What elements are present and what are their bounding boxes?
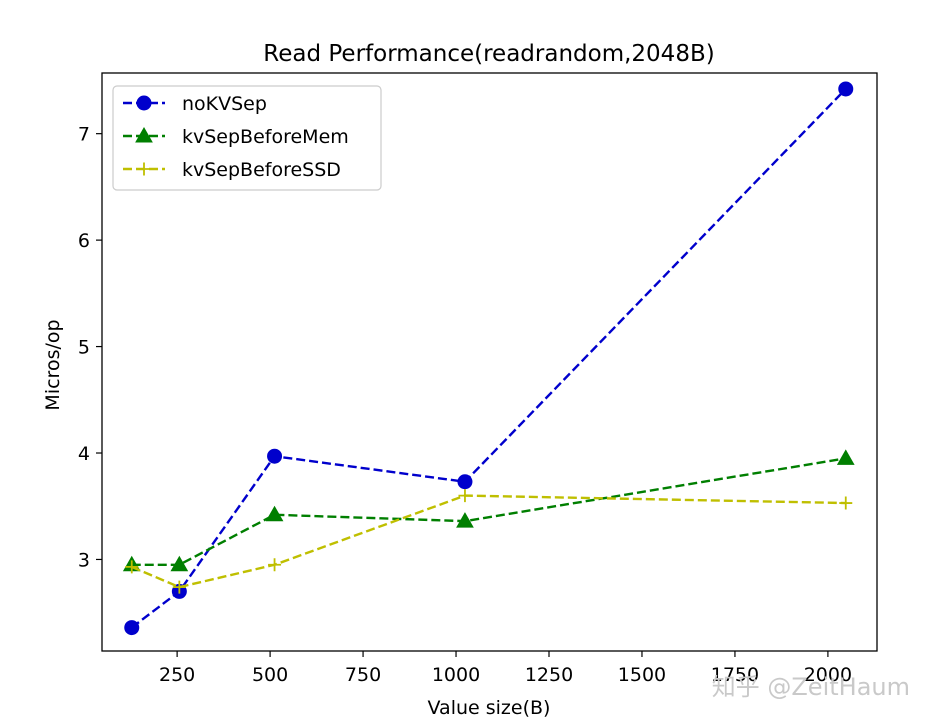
x-tick-label: 250 — [159, 664, 195, 686]
data-point-kvSepBeforeSSD — [125, 560, 139, 574]
data-point-kvSepBeforeMem — [170, 555, 189, 572]
legend-marker-kvSepBeforeMem — [135, 126, 153, 143]
data-point-kvSepBeforeSSD — [268, 558, 282, 572]
x-tick-label: 1000 — [432, 664, 480, 686]
legend-box — [112, 85, 382, 191]
y-axis-label: Micros/op — [42, 319, 64, 410]
data-point-kvSepBeforeMem — [836, 449, 855, 465]
series-kvSepBeforeSSD — [125, 489, 853, 594]
x-tick-label: 1250 — [525, 664, 573, 686]
data-point-kvSepBeforeSSD — [172, 580, 186, 594]
legend-marker-kvSepBeforeSSD — [137, 162, 151, 176]
chart-title: Read Performance(readrandom,2048B) — [263, 41, 714, 67]
data-point-kvSepBeforeMem — [265, 505, 284, 522]
x-tick-label: 1750 — [711, 664, 759, 686]
data-point-noKVSep — [457, 474, 473, 490]
x-axis-label: Value size(B) — [428, 697, 551, 719]
y-tick-label: 5 — [78, 337, 90, 359]
y-tick-label: 3 — [78, 549, 90, 571]
data-point-kvSepBeforeSSD — [839, 496, 853, 510]
series-line-kvSepBeforeMem — [131, 457, 846, 566]
axes-layer: 250 500 750 1000 1250 1500 1750 2000 3 4 5 6 7 — [78, 72, 878, 686]
data-point-noKVSep — [267, 448, 283, 464]
x-tick-label: 500 — [252, 664, 288, 686]
y-tick-label: 6 — [78, 230, 90, 252]
x-tick-label: 750 — [345, 664, 381, 686]
legend: noKVSep kvSepBeforeMem kvSepBeforeSSD — [112, 85, 382, 191]
data-point-noKVSep — [124, 620, 140, 636]
series-kvSepBeforeMem — [122, 449, 855, 572]
data-point-noKVSep — [838, 81, 854, 97]
legend-label-kvSepBeforeMem: kvSepBeforeMem — [182, 126, 349, 148]
legend-marker-noKVSep — [136, 95, 152, 111]
y-tick-label: 4 — [78, 443, 90, 465]
series-noKVSep — [124, 81, 854, 636]
y-tick-label: 7 — [78, 124, 90, 146]
watermark: 知乎 @ZeitHaum — [712, 673, 910, 701]
legend-label-kvSepBeforeSSD: kvSepBeforeSSD — [182, 159, 341, 181]
x-tick-label: 1500 — [618, 664, 666, 686]
legend-label-noKVSep: noKVSep — [182, 93, 267, 115]
plot-layer — [122, 81, 855, 636]
data-point-kvSepBeforeMem — [456, 512, 474, 528]
x-tick-label: 2000 — [804, 664, 852, 686]
series-line-kvSepBeforeSSD — [131, 494, 846, 589]
plot-frame — [101, 72, 878, 652]
data-point-kvSepBeforeSSD — [458, 489, 472, 503]
